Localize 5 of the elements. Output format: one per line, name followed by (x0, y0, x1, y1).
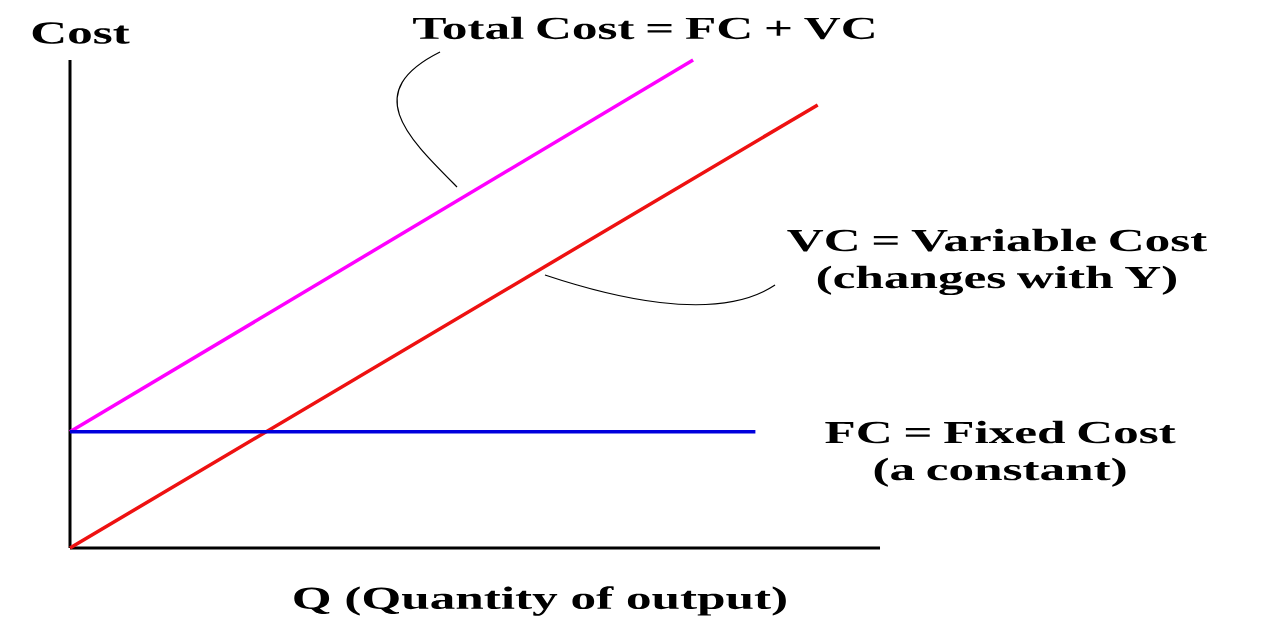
text: Total Cost = FC + VC (413, 16, 874, 40)
annotation: VC = Variable Cost (changes with Y) (787, 228, 1207, 296)
text: FC = Fixed Cost (a constant) (825, 420, 1176, 487)
y-axis-title: Cost (32, 22, 130, 44)
x-axis-title: Q (Quantity of output) (294, 586, 786, 616)
